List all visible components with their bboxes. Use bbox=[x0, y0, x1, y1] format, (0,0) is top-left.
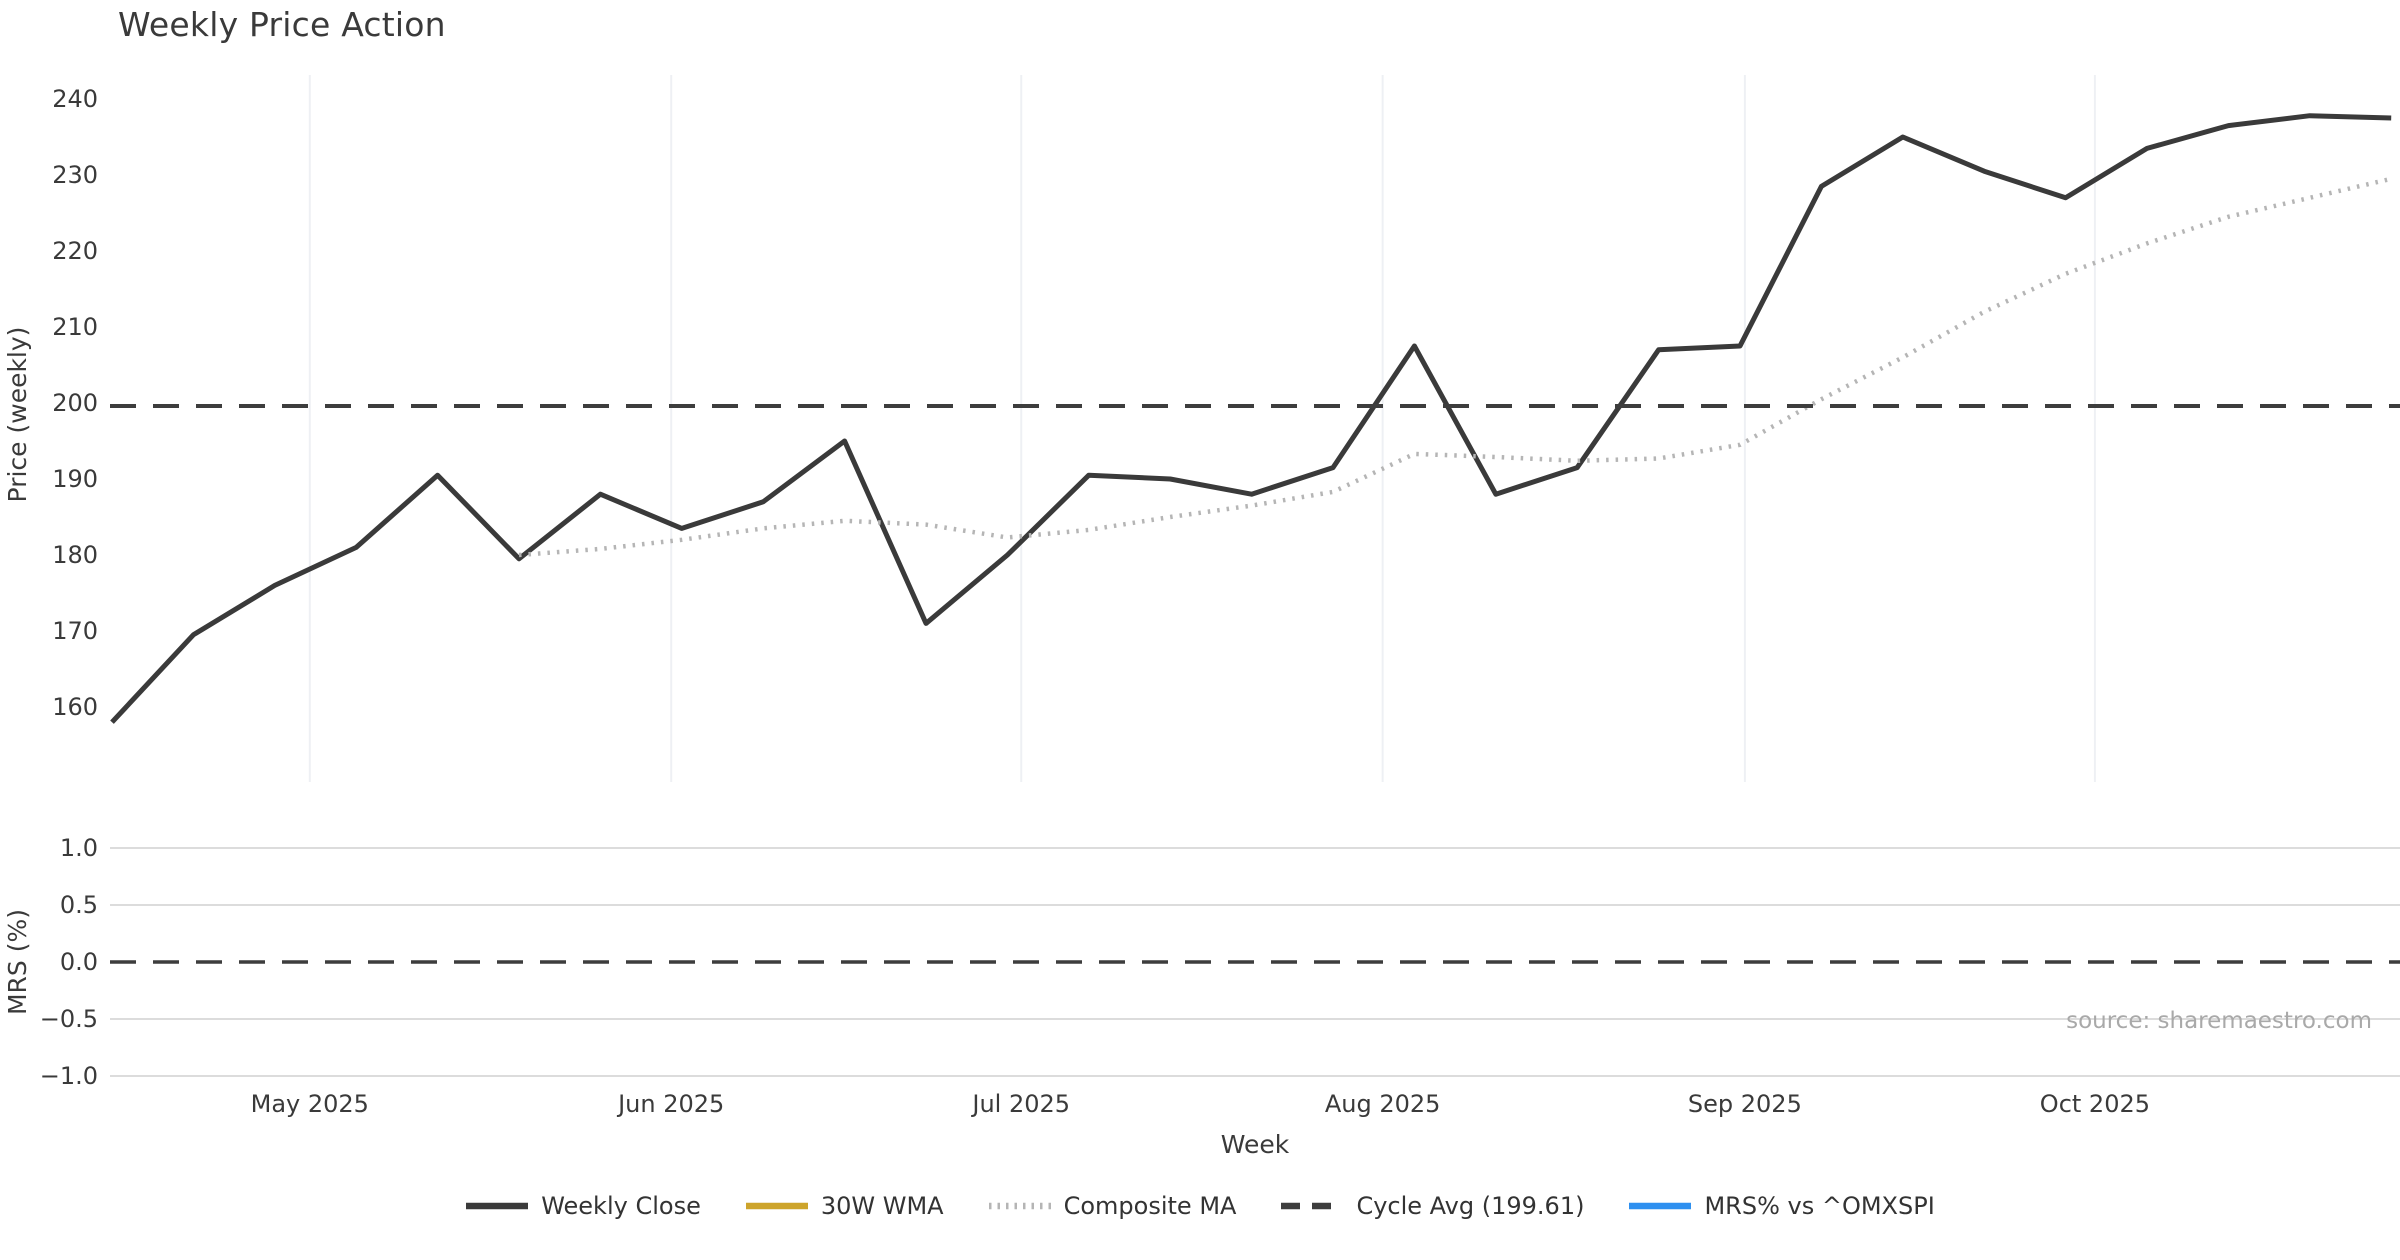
legend-item-mrs-vs-omxspi: MRS% vs ^OMXSPI bbox=[1628, 1192, 1935, 1220]
mrs-axis-label: MRS (%) bbox=[3, 909, 32, 1015]
svg-text:Sep 2025: Sep 2025 bbox=[1688, 1090, 1802, 1118]
price-panel bbox=[110, 75, 2400, 782]
svg-text:Jul 2025: Jul 2025 bbox=[970, 1090, 1070, 1118]
svg-text:200: 200 bbox=[52, 389, 98, 417]
legend-item-30w-wma: 30W WMA bbox=[745, 1192, 944, 1220]
legend-swatch-solid bbox=[1629, 1202, 1692, 1210]
svg-text:240: 240 bbox=[52, 85, 98, 113]
legend-label: Weekly Close bbox=[541, 1192, 701, 1220]
svg-text:0.5: 0.5 bbox=[60, 891, 98, 919]
legend-label: MRS% vs ^OMXSPI bbox=[1704, 1192, 1935, 1220]
chart-title: Weekly Price Action bbox=[118, 5, 446, 44]
x-axis-label: Week bbox=[1220, 1130, 1290, 1159]
legend-label: 30W WMA bbox=[820, 1192, 944, 1220]
legend-item-weekly-close: Weekly Close bbox=[465, 1192, 701, 1220]
svg-text:170: 170 bbox=[52, 617, 98, 645]
svg-text:190: 190 bbox=[52, 465, 98, 493]
svg-text:Jun 2025: Jun 2025 bbox=[616, 1090, 724, 1118]
svg-text:May 2025: May 2025 bbox=[251, 1090, 369, 1118]
svg-text:210: 210 bbox=[52, 313, 98, 341]
legend: Weekly Close 30W WMA Composite MA Cycle Avg… bbox=[0, 1192, 2400, 1220]
svg-text:230: 230 bbox=[52, 161, 98, 189]
svg-text:0.0: 0.0 bbox=[60, 948, 98, 976]
svg-text:180: 180 bbox=[52, 541, 98, 569]
legend-label: Composite MA bbox=[1063, 1192, 1237, 1220]
svg-text:Oct 2025: Oct 2025 bbox=[2040, 1090, 2150, 1118]
svg-text:−0.5: −0.5 bbox=[40, 1005, 98, 1033]
price-axis-label: Price (weekly) bbox=[3, 327, 32, 503]
legend-swatch-dashed bbox=[1281, 1202, 1344, 1210]
svg-text:−1.0: −1.0 bbox=[40, 1062, 98, 1090]
svg-text:Aug 2025: Aug 2025 bbox=[1325, 1090, 1441, 1118]
legend-swatch-dotted bbox=[988, 1202, 1051, 1210]
legend-item-cycle-avg-199-61: Cycle Avg (199.61) bbox=[1280, 1192, 1584, 1220]
svg-text:1.0: 1.0 bbox=[60, 834, 98, 862]
legend-swatch-solid bbox=[745, 1202, 808, 1210]
legend-label: Cycle Avg (199.61) bbox=[1356, 1192, 1585, 1220]
legend-item-composite-ma: Composite MA bbox=[988, 1192, 1237, 1220]
source-note: source: sharemaestro.com bbox=[2066, 1008, 2372, 1034]
legend-swatch-solid bbox=[466, 1202, 529, 1210]
mrs-panel bbox=[110, 847, 2400, 1077]
svg-text:160: 160 bbox=[52, 693, 98, 721]
svg-text:220: 220 bbox=[52, 237, 98, 265]
